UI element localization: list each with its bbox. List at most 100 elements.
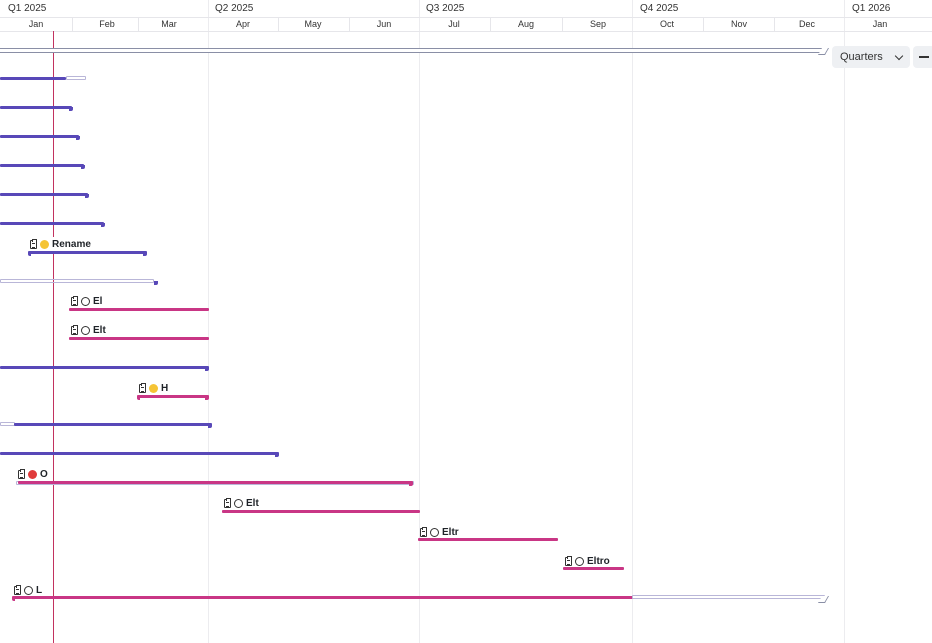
task-bar-end-handle[interactable] — [143, 252, 147, 256]
quarter-gridline — [208, 0, 209, 643]
month-label: Oct — [659, 19, 674, 29]
task-bar[interactable] — [18, 481, 413, 484]
status-not-started-icon — [575, 556, 584, 566]
status-not-started-icon — [81, 325, 90, 335]
project-summary-bar[interactable] — [0, 48, 825, 53]
month-divider — [562, 17, 563, 31]
month-divider — [490, 17, 491, 31]
zoom-level-value: Quarters — [840, 51, 883, 63]
task-bar[interactable] — [28, 251, 147, 254]
task-bar[interactable] — [222, 510, 420, 513]
clipboard-icon — [420, 526, 427, 537]
month-label: May — [304, 19, 322, 29]
task-bar-start-handle[interactable] — [12, 597, 15, 601]
clipboard-icon — [139, 382, 146, 393]
month-label: Dec — [798, 19, 815, 29]
clipboard-icon — [224, 497, 231, 508]
task-bar-baseline — [0, 279, 154, 283]
task-bar[interactable] — [418, 538, 558, 541]
task-bar-end-handle[interactable] — [409, 482, 413, 486]
task-bar-start-handle[interactable] — [137, 396, 140, 400]
task-bar-end-handle[interactable] — [76, 136, 80, 140]
quarter-label: Q1 2025 — [8, 3, 47, 14]
task-label[interactable]: Eltr — [420, 525, 461, 539]
task-bar[interactable] — [563, 567, 624, 570]
task-label[interactable]: El — [71, 294, 105, 308]
quarter-gridline — [844, 0, 845, 643]
task-bar-end-handle[interactable] — [85, 194, 89, 198]
quarter-header: Q1 2025 Q2 2025 Q3 2025 Q4 2025 Q1 2026 — [0, 0, 932, 18]
task-bar[interactable] — [69, 337, 209, 340]
task-bar-baseline — [632, 595, 825, 599]
clipboard-icon — [30, 238, 37, 249]
today-marker — [53, 31, 54, 643]
task-name: H — [161, 382, 169, 394]
task-bar-end-handle[interactable] — [208, 424, 212, 428]
month-divider — [278, 17, 279, 31]
month-label: Nov — [730, 19, 747, 29]
quarter-label: Q1 2026 — [852, 3, 891, 14]
month-divider — [138, 17, 139, 31]
task-bar-end-handle[interactable] — [101, 223, 105, 227]
zoom-out-button[interactable] — [913, 46, 932, 68]
task-name: Eltr — [442, 526, 459, 538]
month-label: Jul — [448, 19, 460, 29]
task-label[interactable]: O — [18, 467, 50, 481]
month-label: Feb — [99, 19, 115, 29]
month-label: Sep — [589, 19, 606, 29]
status-not-started-icon — [24, 585, 33, 595]
task-label[interactable]: Elt — [71, 323, 108, 337]
task-label[interactable]: Eltro — [565, 554, 612, 568]
clipboard-icon — [71, 324, 78, 335]
task-bar-baseline — [66, 76, 86, 80]
task-bar[interactable] — [0, 366, 209, 369]
month-divider — [703, 17, 704, 31]
quarter-label: Q3 2025 — [426, 3, 465, 14]
task-bar[interactable] — [0, 452, 279, 455]
task-bar-baseline — [0, 422, 15, 426]
month-header: Jan Feb Mar Apr May Jun Jul Aug Sep Oct … — [0, 17, 932, 32]
task-bar-end-handle[interactable] — [81, 165, 85, 169]
month-label: Jun — [376, 19, 392, 29]
task-name: El — [93, 295, 103, 307]
task-label[interactable]: L — [14, 583, 45, 597]
task-label[interactable]: Elt — [224, 496, 261, 510]
task-name: O — [40, 468, 48, 480]
month-label: Mar — [161, 19, 177, 29]
task-label[interactable]: Rename — [30, 237, 93, 251]
task-label[interactable]: H — [139, 381, 171, 395]
month-divider — [774, 17, 775, 31]
task-bar-start-handle[interactable] — [28, 252, 31, 256]
month-label: Aug — [517, 19, 534, 29]
clipboard-icon — [18, 468, 25, 479]
task-bar-end-handle[interactable] — [69, 107, 73, 111]
month-label: Jan — [872, 19, 888, 29]
task-name: Elt — [93, 324, 106, 336]
task-bar-end-handle[interactable] — [205, 396, 209, 400]
quarter-label: Q4 2025 — [640, 3, 679, 14]
quarter-gridline — [632, 0, 633, 643]
task-bar-end-handle[interactable] — [275, 453, 279, 457]
status-not-started-icon — [234, 498, 243, 508]
task-bar[interactable] — [12, 596, 633, 599]
task-bar[interactable] — [0, 164, 84, 167]
task-bar[interactable] — [0, 135, 79, 138]
task-bar[interactable] — [69, 308, 209, 311]
task-bar[interactable] — [137, 395, 209, 398]
task-bar[interactable] — [0, 193, 88, 196]
clipboard-icon — [565, 555, 572, 566]
task-bar[interactable] — [0, 77, 66, 80]
task-bar[interactable] — [14, 423, 212, 426]
clipboard-icon — [71, 295, 78, 306]
task-name: Rename — [52, 238, 91, 250]
task-bar-end-handle[interactable] — [154, 281, 158, 285]
task-name: Eltro — [587, 555, 610, 567]
task-bar[interactable] — [0, 106, 72, 109]
zoom-level-select[interactable]: Quarters — [832, 46, 910, 68]
month-divider — [349, 17, 350, 31]
task-bar[interactable] — [0, 222, 104, 225]
month-label: Jan — [28, 19, 44, 29]
task-bar-end-handle[interactable] — [205, 367, 209, 371]
task-name: L — [36, 584, 43, 596]
